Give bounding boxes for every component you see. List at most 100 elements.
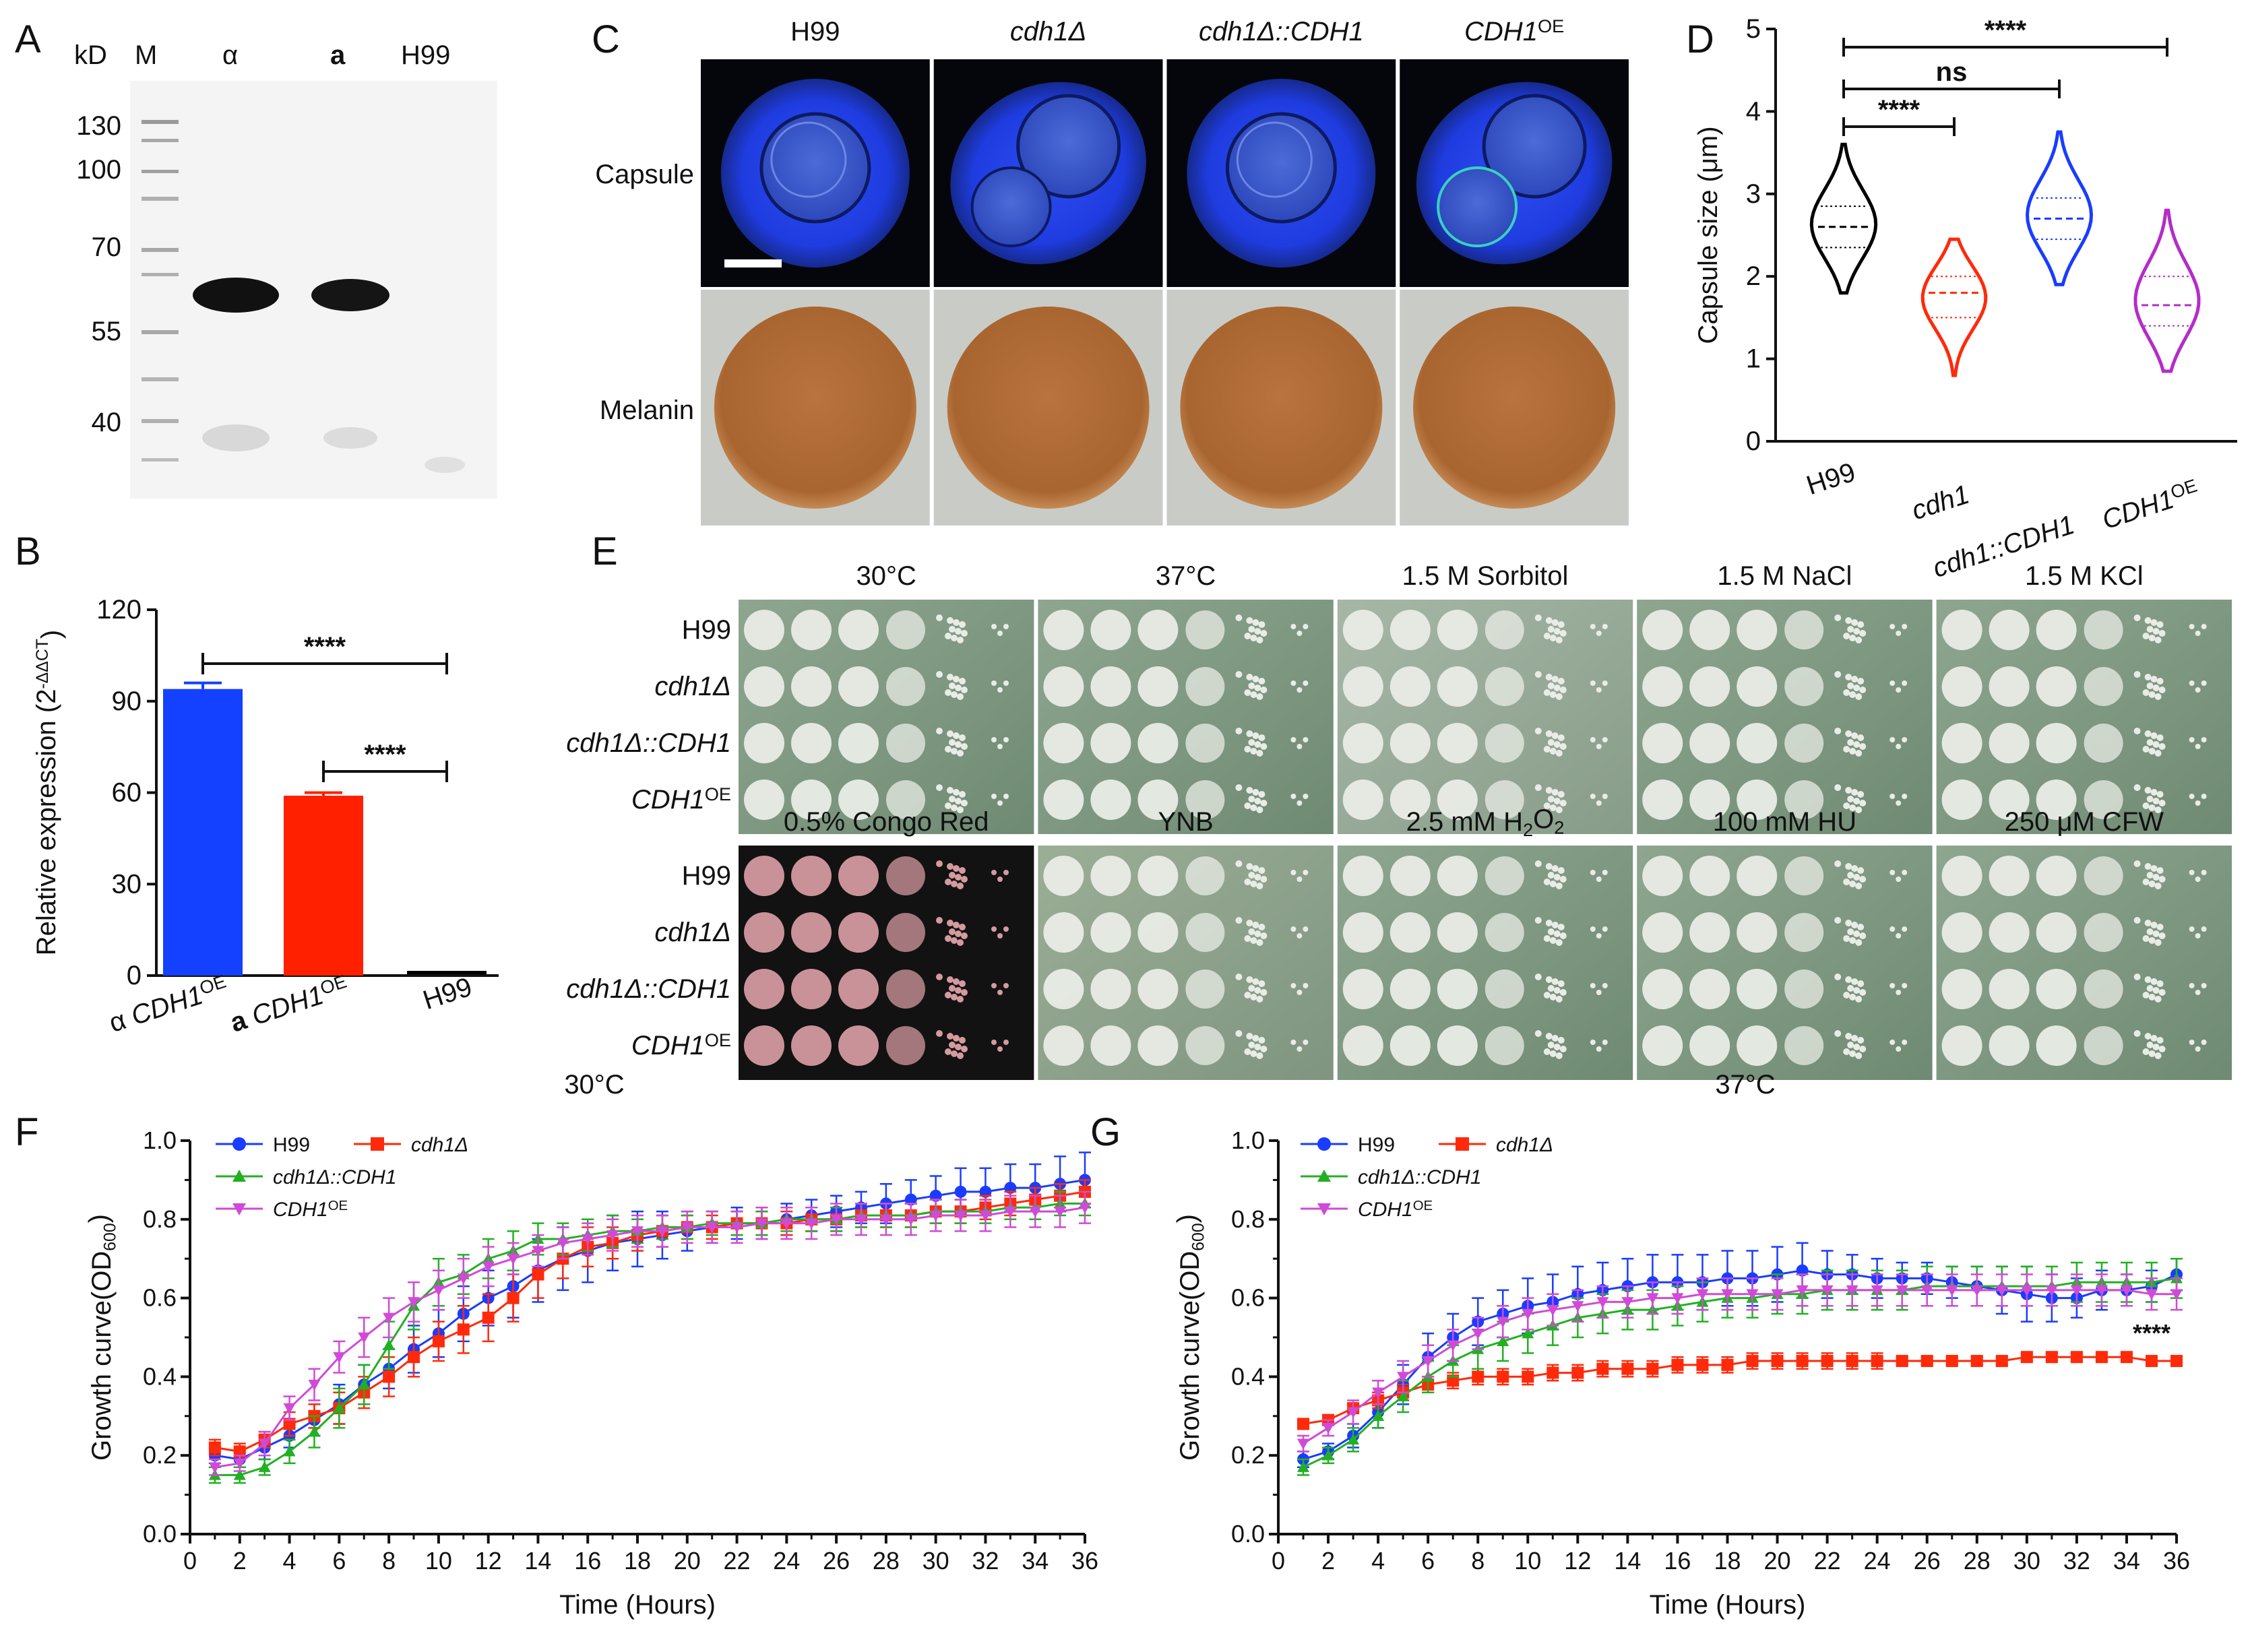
e-plate bbox=[1637, 600, 1933, 834]
e-colony bbox=[1244, 802, 1251, 809]
marker-100: 100 bbox=[76, 155, 121, 185]
legend-label: CDH1OE bbox=[1358, 1199, 1433, 1221]
e-colony bbox=[1553, 874, 1561, 881]
e-spot bbox=[1185, 856, 1225, 895]
e-colony bbox=[1843, 1048, 1850, 1055]
e-colony bbox=[1296, 990, 1303, 995]
e-colony bbox=[1553, 628, 1561, 635]
e-colony bbox=[1849, 748, 1856, 755]
e-colony bbox=[1003, 870, 1009, 875]
c-column-header-main: cdh1Δ::CDH1 bbox=[1199, 17, 1364, 46]
e-colony bbox=[1902, 624, 1908, 629]
e-colony bbox=[1296, 1046, 1303, 1052]
data-point bbox=[582, 1234, 594, 1245]
xtick-label: 4 bbox=[283, 1547, 296, 1575]
e-spot bbox=[1941, 723, 1982, 763]
legend-label: cdh1Δ::CDH1 bbox=[1358, 1166, 1482, 1188]
e-colony bbox=[1596, 631, 1602, 636]
e-colony bbox=[951, 881, 958, 887]
e-colony bbox=[1254, 685, 1261, 691]
e-spot bbox=[1784, 724, 1824, 763]
e-colony bbox=[1290, 794, 1296, 799]
e-colony bbox=[961, 989, 968, 996]
e-colony bbox=[1602, 983, 1608, 988]
xtick-label: 18 bbox=[1714, 1547, 1741, 1575]
e-colony bbox=[1843, 935, 1850, 942]
e-colony bbox=[961, 743, 968, 750]
e-colony bbox=[947, 730, 954, 737]
e-spot bbox=[1185, 667, 1225, 706]
e-spot bbox=[1784, 970, 1824, 1009]
e-spot bbox=[1137, 666, 1179, 707]
e-colony bbox=[1303, 737, 1309, 742]
e-colony bbox=[1845, 674, 1852, 680]
c-melanin-colony bbox=[1413, 307, 1616, 509]
data-point bbox=[1571, 1366, 1584, 1379]
legend-marker bbox=[1317, 1170, 1331, 1182]
e-colony bbox=[1555, 806, 1563, 813]
e-colony bbox=[1545, 976, 1553, 983]
e-spot bbox=[1389, 723, 1431, 763]
e-colony bbox=[2150, 922, 2158, 928]
e-colony bbox=[1547, 928, 1555, 935]
e-colony bbox=[2133, 1030, 2141, 1037]
e-colony bbox=[1256, 806, 1263, 813]
e-spot bbox=[791, 856, 832, 896]
e-colony bbox=[1889, 624, 1896, 629]
legend-name: cdh1Δ::CDH1 bbox=[1358, 1166, 1482, 1188]
e-colony bbox=[951, 748, 958, 755]
e-spot bbox=[886, 913, 925, 952]
e-spot bbox=[1342, 969, 1383, 1009]
ytick-label: 0.0 bbox=[1231, 1520, 1265, 1548]
xtick-label: 24 bbox=[1864, 1547, 1891, 1575]
e-colony bbox=[961, 932, 968, 939]
e-colony bbox=[1260, 1046, 1268, 1052]
e-spot bbox=[1941, 969, 1982, 1009]
e-colony bbox=[1853, 741, 1861, 748]
e-cond-sub2: 2 bbox=[1554, 817, 1564, 837]
e-spot bbox=[1437, 666, 1478, 707]
data-point bbox=[1546, 1304, 1559, 1316]
data-point bbox=[233, 1445, 246, 1458]
e-colony bbox=[1896, 631, 1902, 636]
e-colony bbox=[2158, 800, 2166, 806]
data-point bbox=[358, 1378, 371, 1390]
e-spot bbox=[1389, 912, 1431, 953]
e-colony bbox=[1258, 867, 1265, 874]
e-colony bbox=[1551, 732, 1559, 739]
e-colony bbox=[2150, 865, 2158, 872]
marker-130: 130 bbox=[76, 111, 121, 141]
e-spot bbox=[838, 1025, 879, 1066]
data-point bbox=[656, 1226, 668, 1238]
e-colony bbox=[1250, 635, 1257, 641]
e-colony bbox=[1252, 732, 1259, 739]
data-point bbox=[2020, 1285, 2033, 1296]
e-colony bbox=[991, 680, 997, 686]
e-colony bbox=[1853, 628, 1861, 635]
e-colony bbox=[1847, 796, 1854, 802]
e-colony bbox=[1252, 978, 1259, 985]
e-colony bbox=[1843, 802, 1850, 809]
e-colony bbox=[1254, 628, 1261, 635]
e-colony bbox=[1902, 794, 1908, 799]
e-colony bbox=[1549, 937, 1557, 944]
e-colony bbox=[1545, 1033, 1553, 1040]
data-point bbox=[1646, 1293, 1659, 1304]
e-colony bbox=[957, 806, 964, 813]
e-spot bbox=[2084, 856, 2123, 895]
e-strain-label: cdh1Δ bbox=[654, 918, 731, 947]
d-ylabel: Capsule size (μm) bbox=[1693, 126, 1723, 344]
e-spot bbox=[1090, 912, 1131, 953]
e-colony bbox=[2156, 924, 2164, 930]
e-colony bbox=[1003, 680, 1009, 686]
e-spot bbox=[1642, 780, 1683, 820]
e-colony bbox=[953, 922, 960, 928]
e-colony bbox=[1252, 619, 1259, 626]
e-colony bbox=[2146, 928, 2154, 935]
data-point bbox=[631, 1226, 644, 1238]
e-spot bbox=[1689, 969, 1730, 1009]
e-colony bbox=[1296, 687, 1303, 693]
e-colony bbox=[1889, 870, 1896, 875]
e-spot bbox=[1137, 912, 1179, 953]
data-point bbox=[1297, 1438, 1310, 1450]
